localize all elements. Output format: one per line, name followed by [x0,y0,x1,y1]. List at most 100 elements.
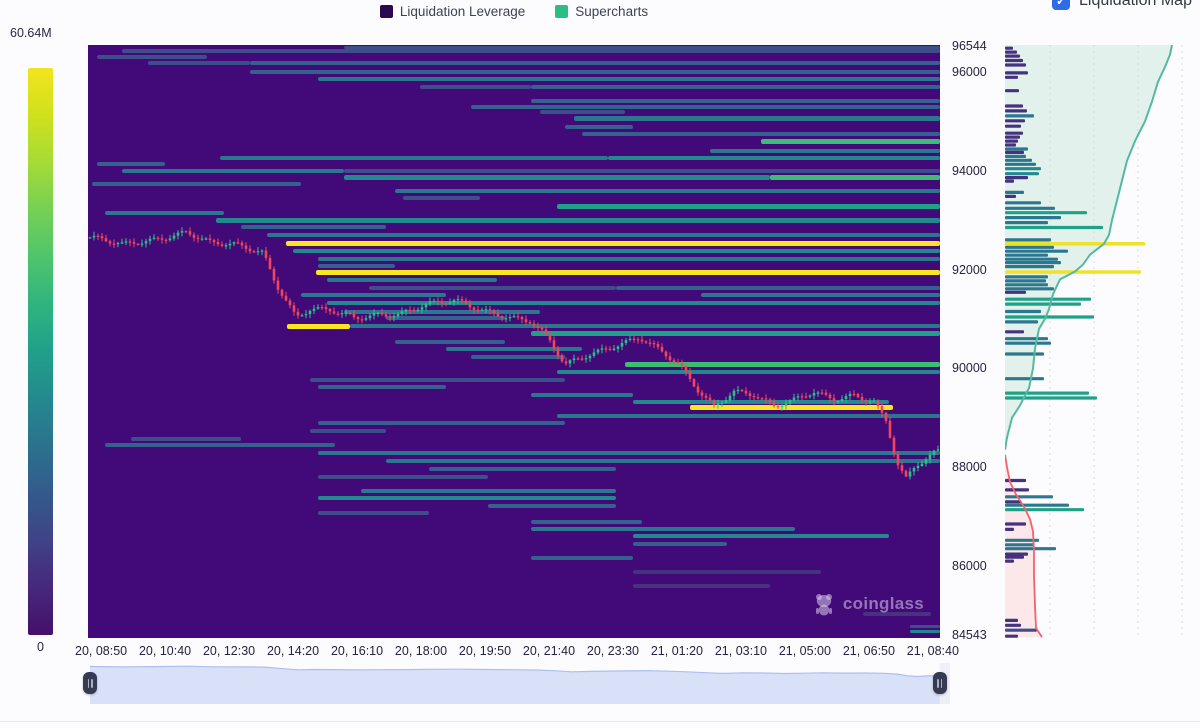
liquidation-profile-bar [1005,500,1021,504]
liquidation-profile-bar [1005,552,1028,556]
cumulative-short-line [1004,454,1043,638]
liquidation-profile-bar [1005,290,1026,294]
time-tick-label: 20, 19:50 [458,644,512,658]
liquidation-profile-bar [1005,147,1028,151]
heatmap-band [318,263,395,268]
liquidation-profile-bar [1005,275,1048,279]
time-range-navigator[interactable] [83,663,950,704]
heatmap-band [96,161,165,166]
heatmap-band [249,61,940,65]
liquidation-profile-bar [1005,297,1091,301]
liquidation-heatmap-canvas[interactable]: coinglass [88,45,940,638]
liquidation-profile-bar [1005,172,1039,176]
liquidation-profile-bar [1005,495,1053,499]
liquidation-profile-bar [1005,478,1026,483]
liquidation-profile-bar [1005,543,1034,547]
heatmap-band [710,148,940,153]
heatmap-band [292,248,940,253]
heatmap-band [761,139,940,145]
liquidation-profile-panel[interactable] [1004,44,1200,638]
liquidation-profile-bar [1005,488,1029,492]
heatmap-band [633,400,889,404]
time-tick-label: 20, 10:40 [138,644,192,658]
time-tick-label: 20, 12:30 [202,644,256,658]
liquidation-profile-bar [1005,265,1054,269]
time-tick-label: 20, 21:40 [522,644,576,658]
candle-bodies-down [96,231,908,477]
price-tick-label: 90000 [952,361,987,376]
navigator-left-handle[interactable] [83,672,97,694]
heatmap-band [349,324,940,329]
time-tick-label: 20, 08:50 [75,644,128,658]
legend-label: Supercharts [575,4,649,19]
liquidation-profile-bar [1005,634,1018,638]
heatmap-band [266,232,940,237]
navigator-area [90,666,950,704]
cumulative-long-area [1005,45,1172,450]
heatmap-band [531,519,642,524]
heatmap-band [122,49,940,54]
liquidation-profile-bar [1005,50,1017,54]
legend-label: Liquidation Leverage [399,4,526,19]
heatmap-band [910,630,940,634]
heatmap-band [369,286,617,291]
checkbox-checked-icon[interactable]: ✓ [1052,0,1070,10]
liquidation-profile-bar [1005,46,1013,50]
candlestick-overlay [88,227,940,480]
liquidation-map-toggle-label: Liquidation Map [1079,0,1192,9]
price-tick-label: 84543 [952,628,987,642]
heatmap-band [531,84,940,89]
coinglass-watermark: coinglass [812,592,924,616]
heatmap-band [471,354,566,359]
navigator-right-handle[interactable] [932,672,947,694]
heatmap-band [285,241,940,247]
colorbar-max-label: 60.64M [10,26,52,40]
price-tick-label: 86000 [952,559,987,573]
heatmap-band [428,467,617,472]
liquidation-profile-bar [1005,249,1068,253]
liquidation-profile-bar [1005,253,1048,257]
heatmap-band [556,413,940,418]
candle-wicks-up [89,227,939,480]
heatmap-band [122,168,344,173]
heatmap-band [471,104,940,109]
heatmap-band [386,316,506,321]
liquidation-profile-bar [1005,124,1021,128]
heatmap-band [318,475,489,480]
time-tick-label: 21, 01:20 [650,644,703,658]
liquidation-profile-bar [1005,503,1069,507]
time-tick-label: 21, 08:40 [906,644,959,658]
liquidation-profile-bar [1005,167,1041,171]
heatmap-band [343,174,770,180]
liquidation-profile-bar [1005,216,1061,220]
time-tick-label: 20, 16:10 [330,644,384,658]
heatmap-band [318,511,429,516]
heatmap-band [105,443,335,448]
liquidation-profile-bar [1005,245,1054,249]
liquidation-profile-bar [1005,104,1023,108]
heatmap-band [556,369,940,374]
legend-item-supercharts[interactable]: Supercharts [555,4,648,19]
price-tick-label: 96000 [952,64,987,79]
liquidation-profile-bar [1005,330,1024,334]
liquidation-profile-bar [1005,559,1014,563]
heatmap-band [863,612,932,617]
heatmap-band [249,69,940,74]
heatmap-band [394,339,506,344]
heatmap-band [531,331,940,337]
liquidation-profile-bar [1005,261,1061,265]
heatmap-band [343,309,540,314]
heatmap-band [215,217,940,223]
cumulative-long-line [1004,44,1173,451]
legend-item-liquidation-leverage[interactable]: Liquidation Leverage [379,4,526,19]
liquidation-profile-bar [1005,225,1103,230]
liquidation-profile-bar [1005,377,1044,381]
liquidation-profile-bar [1005,89,1019,93]
liquidation-map-toggle[interactable]: ✓ Liquidation Map [1052,0,1192,10]
heatmap-band [633,584,770,589]
liquidation-profile-bar [1005,302,1081,306]
heatmap-band [394,189,940,193]
time-tick-label: 21, 03:10 [714,644,767,658]
liquidation-profile-bar [1005,201,1041,205]
chart-legend: Liquidation Leverage Supercharts [88,4,940,19]
